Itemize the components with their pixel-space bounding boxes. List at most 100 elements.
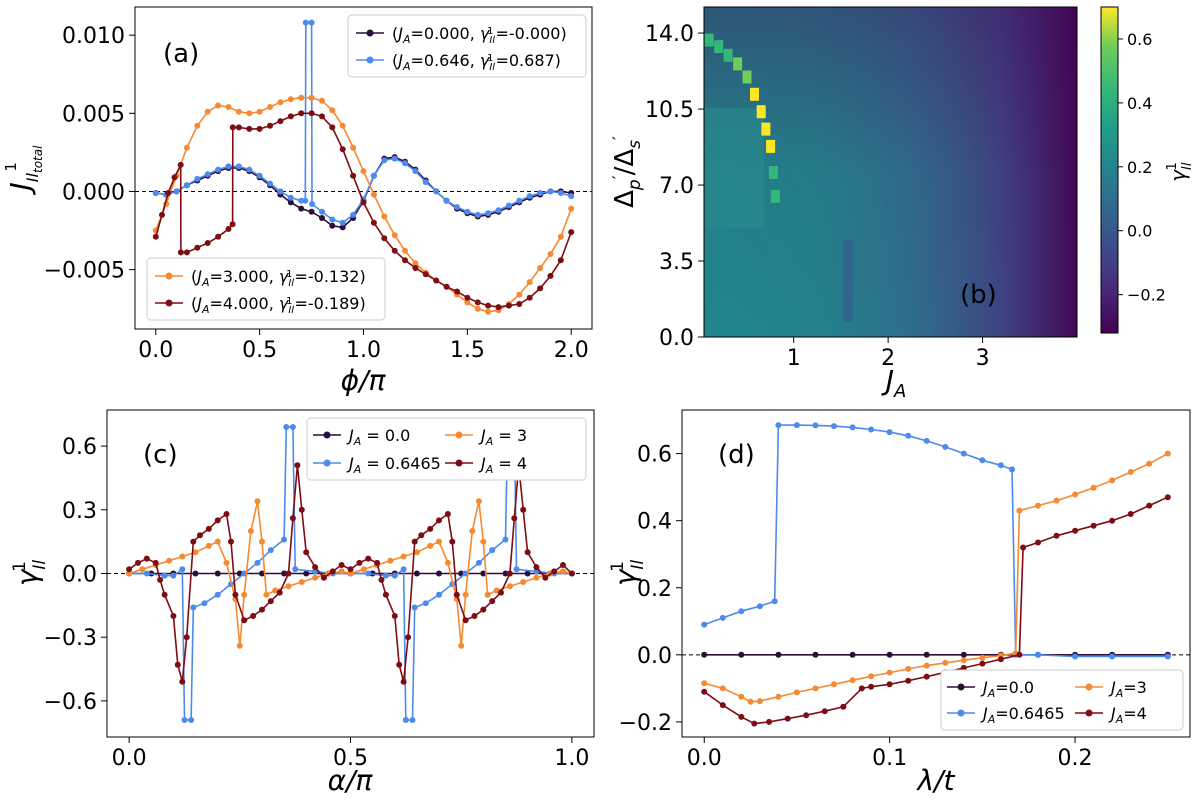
panel-b-frame <box>703 6 1078 338</box>
series-point <box>1072 653 1079 660</box>
series-point <box>849 677 856 684</box>
ridge-cell <box>761 122 771 136</box>
colorbar-tick-label: 0.6 <box>1127 30 1152 49</box>
ytick-label: 0.010 <box>62 24 125 49</box>
series-point <box>194 244 201 251</box>
series-point <box>319 215 325 221</box>
series-point <box>223 559 230 566</box>
series-point <box>204 108 211 115</box>
series-point <box>942 659 949 666</box>
series-point <box>464 299 471 306</box>
series-point <box>281 536 288 543</box>
series-point <box>520 579 527 585</box>
xtick-label: 1.5 <box>450 338 485 363</box>
series-point <box>905 665 912 672</box>
colorbar-label: γIl1 <box>1165 162 1195 182</box>
series-point <box>177 249 184 256</box>
series-point <box>298 197 305 204</box>
ridge-cell <box>723 48 733 62</box>
series-point <box>360 199 367 206</box>
series-point <box>803 712 810 719</box>
series-point <box>1164 494 1171 501</box>
series-point <box>960 450 967 457</box>
series-line <box>155 112 572 308</box>
series-point <box>298 506 305 513</box>
series-point <box>287 194 294 201</box>
xtick-label: 0.1 <box>872 746 907 771</box>
series-point <box>513 566 520 573</box>
series-point <box>391 232 398 239</box>
series-point <box>400 678 407 685</box>
series-point <box>1035 539 1041 546</box>
series-point <box>166 557 172 564</box>
series-point <box>356 559 363 566</box>
series-point <box>303 549 310 556</box>
series-point <box>568 205 575 212</box>
series-point <box>370 191 377 198</box>
panel-a-legend-top-entries: (JA=0.000, γIl1 =-0.000) (JA=0.646, γIl1 =0… <box>356 24 567 73</box>
series-point <box>381 213 388 220</box>
legend-marker <box>1085 709 1093 717</box>
series-point <box>436 538 442 545</box>
series-point <box>287 96 294 103</box>
series-point <box>719 702 726 709</box>
xtick-label: 1.0 <box>554 746 589 771</box>
series-point <box>289 515 296 522</box>
series-point <box>303 570 310 577</box>
heatmap-strip <box>843 240 853 322</box>
series-point <box>886 429 893 436</box>
series-point <box>267 104 273 110</box>
legend-marker <box>165 272 173 280</box>
series-point <box>480 570 487 577</box>
series-point <box>422 271 429 278</box>
ytick-label: 14.0 <box>645 22 694 47</box>
series-point <box>350 172 357 179</box>
series-point <box>179 566 186 573</box>
ytick-label: 0.4 <box>637 510 672 535</box>
series-point <box>165 190 172 196</box>
series-point <box>194 175 201 182</box>
series-point <box>1016 507 1023 514</box>
series-point <box>365 555 372 562</box>
series-point <box>502 536 509 543</box>
series-point <box>1072 491 1079 498</box>
series-point <box>197 532 203 539</box>
series-point <box>409 717 416 723</box>
series-point <box>469 528 476 534</box>
series-point <box>771 598 778 605</box>
series-point <box>831 681 837 688</box>
series-point <box>402 247 408 254</box>
series-point <box>250 613 257 619</box>
series-point <box>402 717 409 723</box>
panel-d-series <box>701 422 1171 727</box>
series-point <box>298 579 305 585</box>
panel-a-xticks: 0.0 0.5 1.0 1.5 2.0 <box>138 329 589 363</box>
legend-label: JA=3 <box>1108 678 1147 700</box>
legend-marker <box>323 431 331 439</box>
series-point <box>484 591 491 598</box>
series-point <box>464 294 471 301</box>
series-point <box>464 208 471 215</box>
series-point <box>229 221 236 228</box>
series-point <box>285 583 292 590</box>
series-point <box>241 591 248 598</box>
series-point <box>701 651 708 658</box>
panel-a-series <box>152 19 575 315</box>
series-point <box>526 294 533 301</box>
series-point <box>868 673 875 680</box>
series-point <box>821 708 828 715</box>
series-point <box>235 124 242 131</box>
legend-label: (JA=3.000, γIl1 =-0.132) <box>191 267 366 289</box>
series-point <box>886 669 893 676</box>
series-point <box>259 538 265 545</box>
panel-d: 0.0 0.1 0.2 −0.20.00.20.40.6 (d) λ/t γIl1 … <box>608 409 1191 797</box>
legend-label: JA = 0.0 <box>346 426 410 448</box>
ridge-cell <box>742 70 752 84</box>
series-point <box>812 685 819 692</box>
series-point <box>1146 460 1153 467</box>
series-line <box>703 452 1169 703</box>
ytick-label: 0.3 <box>62 499 97 524</box>
series-point <box>849 424 856 431</box>
series-point <box>247 528 254 534</box>
